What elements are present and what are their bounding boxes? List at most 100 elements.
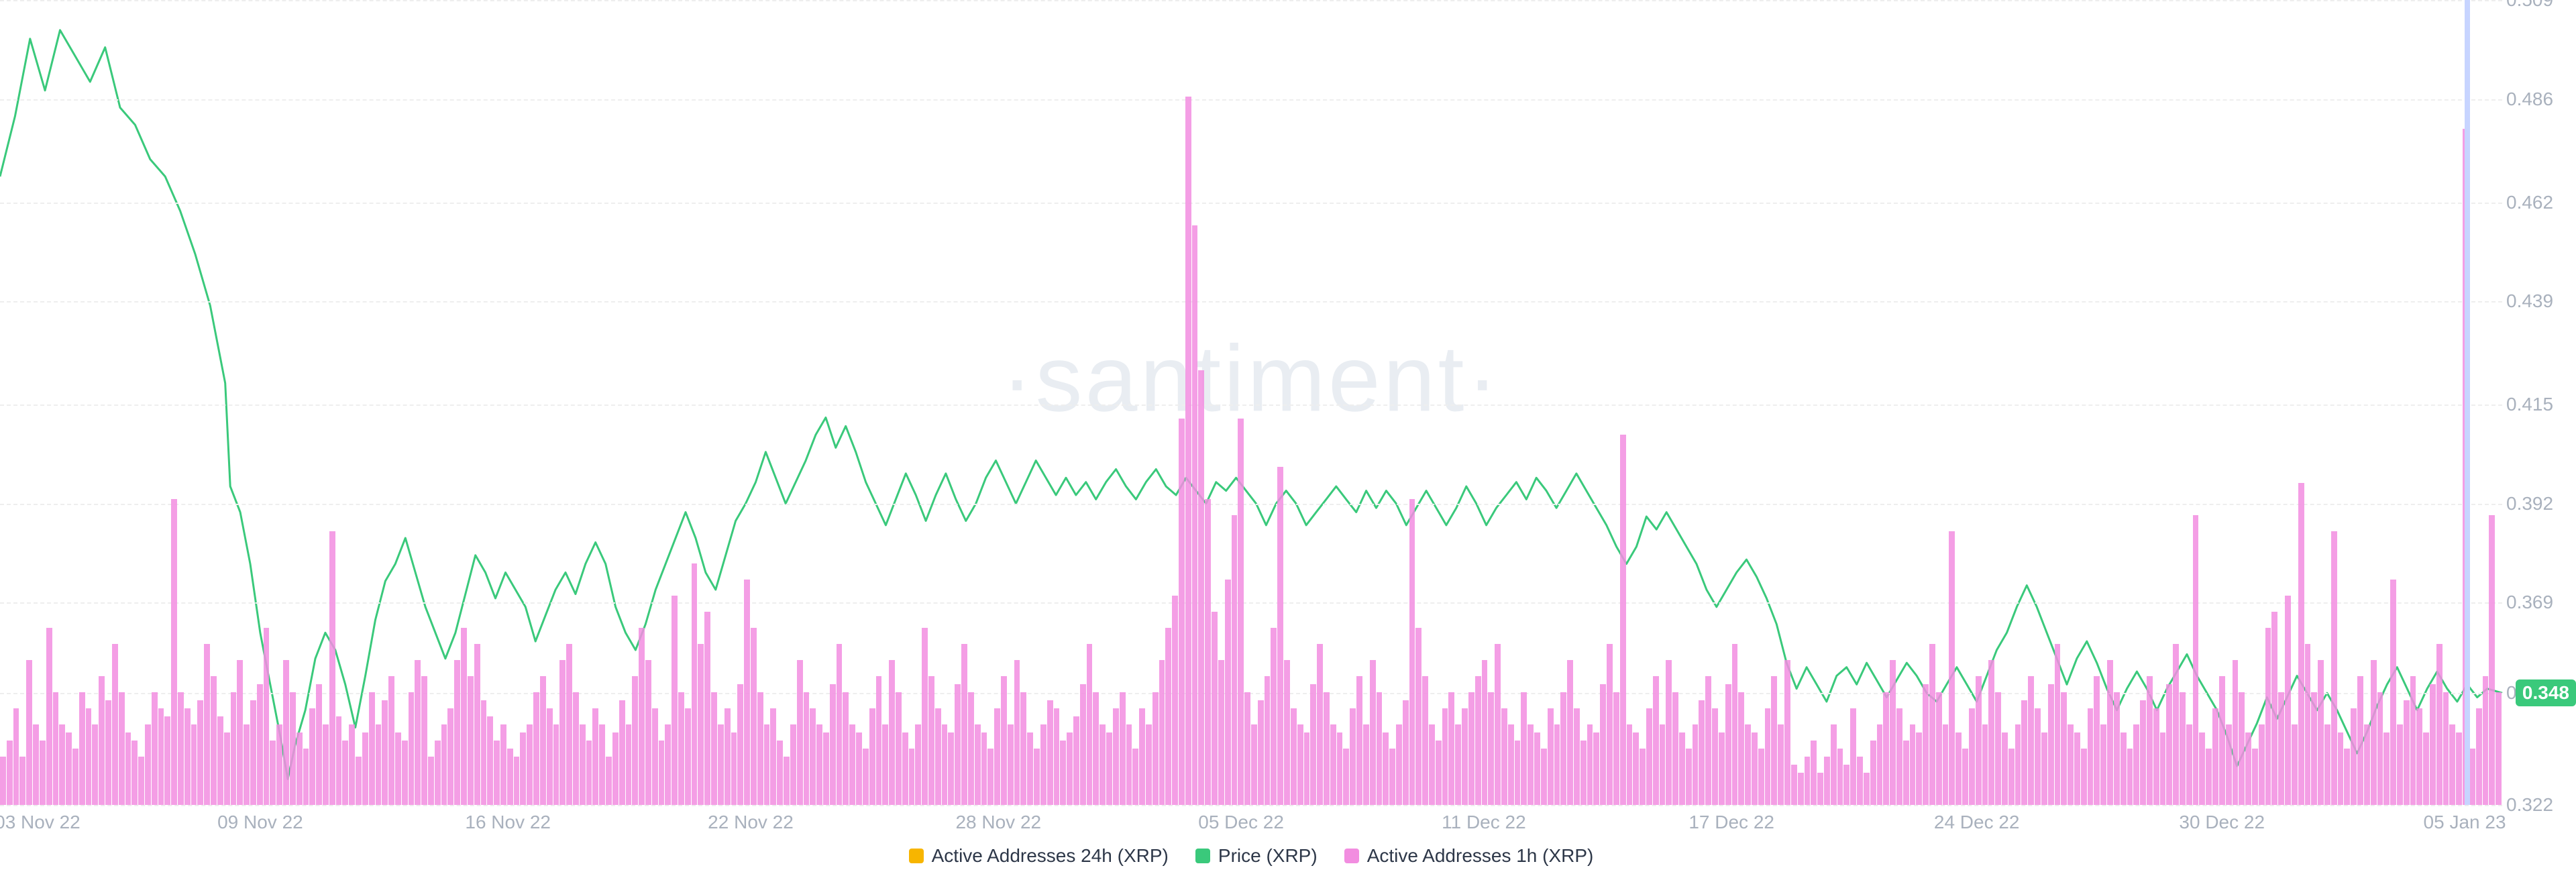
volume-bar <box>1429 724 1435 805</box>
volume-bar <box>2430 684 2436 805</box>
volume-bar <box>2094 676 2100 805</box>
volume-bar <box>2107 660 2113 805</box>
volume-bar <box>626 724 632 805</box>
volume-bar <box>882 724 888 805</box>
volume-bar <box>1995 692 2001 805</box>
volume-bar <box>1422 676 1428 805</box>
volume-bar <box>994 708 1000 805</box>
volume-bar <box>1377 692 1383 805</box>
volume-bar <box>652 708 658 805</box>
volume-bar <box>382 700 388 805</box>
legend-item[interactable]: Active Addresses 24h (XRP) <box>909 845 1169 867</box>
volume-bar <box>856 732 862 805</box>
chart-container: ·santiment· Active Addresses 24h (XRP) Pr… <box>0 0 2576 872</box>
volume-bar <box>336 716 342 805</box>
x-tick-label: 22 Nov 22 <box>708 812 794 833</box>
x-tick-label: 30 Dec 22 <box>2179 812 2265 833</box>
volume-bar <box>928 676 934 805</box>
volume-bar <box>2305 644 2311 805</box>
volume-bar <box>79 692 85 805</box>
volume-bar <box>2278 692 2284 805</box>
volume-bar <box>33 724 39 805</box>
volume-bar <box>1705 676 1711 805</box>
volume-bar <box>1370 660 1376 805</box>
volume-bar <box>2377 692 2383 805</box>
volume-bar <box>1448 692 1454 805</box>
volume-bar <box>1752 732 1758 805</box>
y-tick-label: 0.439 <box>2501 290 2571 312</box>
volume-bar <box>619 700 625 805</box>
volume-bar <box>889 660 895 805</box>
volume-bar <box>2469 749 2475 805</box>
volume-bar <box>2219 676 2225 805</box>
volume-bar <box>869 708 875 805</box>
volume-bar <box>290 692 296 805</box>
volume-bar <box>7 741 13 805</box>
volume-bar <box>961 644 967 805</box>
legend-item[interactable]: Price (XRP) <box>1195 845 1318 867</box>
volume-bar <box>2324 724 2330 805</box>
foreground-spike-bar <box>2465 0 2470 805</box>
gridline <box>0 805 2502 806</box>
volume-bar <box>2206 749 2212 805</box>
volume-bar <box>1126 724 1132 805</box>
volume-bar <box>1198 370 1204 805</box>
volume-bar <box>1310 684 1316 805</box>
x-tick-label: 11 Dec 22 <box>1442 812 1526 833</box>
legend-item[interactable]: Active Addresses 1h (XRP) <box>1344 845 1594 867</box>
volume-bar <box>1693 724 1699 805</box>
volume-bar <box>1238 419 1244 805</box>
volume-bar <box>1468 692 1474 805</box>
x-tick-label: 28 Nov 22 <box>955 812 1041 833</box>
volume-bar <box>415 660 421 805</box>
volume-bar <box>1324 692 1330 805</box>
volume-bar <box>849 724 855 805</box>
legend-swatch <box>1344 849 1359 863</box>
volume-bar <box>2028 676 2034 805</box>
volume-bar <box>1613 692 1619 805</box>
volume-bar <box>1343 749 1349 805</box>
volume-bar <box>356 757 362 805</box>
volume-bar <box>1165 628 1171 805</box>
volume-bar <box>468 676 474 805</box>
volume-bar <box>592 708 598 805</box>
volume-bar <box>2423 732 2429 805</box>
volume-bar <box>1640 749 1646 805</box>
legend-label: Active Addresses 1h (XRP) <box>1367 845 1594 867</box>
volume-bar <box>1218 660 1224 805</box>
volume-bar <box>2436 644 2443 805</box>
volume-bar <box>461 628 467 805</box>
volume-bar <box>1192 225 1198 805</box>
volume-bar <box>2140 700 2146 805</box>
volume-bar <box>2166 684 2172 805</box>
plot-area[interactable]: ·santiment· <box>0 0 2502 805</box>
volume-bar <box>362 732 368 805</box>
volume-bar <box>1627 724 1633 805</box>
volume-bar <box>1877 724 1883 805</box>
volume-bar <box>1265 676 1271 805</box>
volume-bar <box>1317 644 1323 805</box>
gridline <box>0 301 2502 303</box>
volume-bar <box>2456 732 2462 805</box>
volume-bar <box>105 700 111 805</box>
volume-bar <box>2035 708 2041 805</box>
volume-bar <box>1455 724 1461 805</box>
volume-bar <box>2483 676 2489 805</box>
volume-bar <box>1297 724 1303 805</box>
volume-bar <box>922 628 928 805</box>
volume-bar <box>1843 765 1849 805</box>
volume-bar <box>777 741 783 805</box>
volume-bar <box>1152 692 1159 805</box>
volume-bar <box>131 741 138 805</box>
volume-bar <box>2199 732 2205 805</box>
volume-bar <box>1725 684 1731 805</box>
volume-bar <box>1988 660 1994 805</box>
volume-bar <box>1805 757 1811 805</box>
volume-bar <box>2496 692 2502 805</box>
volume-bar <box>1488 692 1494 805</box>
volume-bar <box>46 628 52 805</box>
volume-bar <box>1660 724 1666 805</box>
volume-bar <box>2259 724 2265 805</box>
volume-bar <box>2160 732 2166 805</box>
volume-bar <box>66 732 72 805</box>
